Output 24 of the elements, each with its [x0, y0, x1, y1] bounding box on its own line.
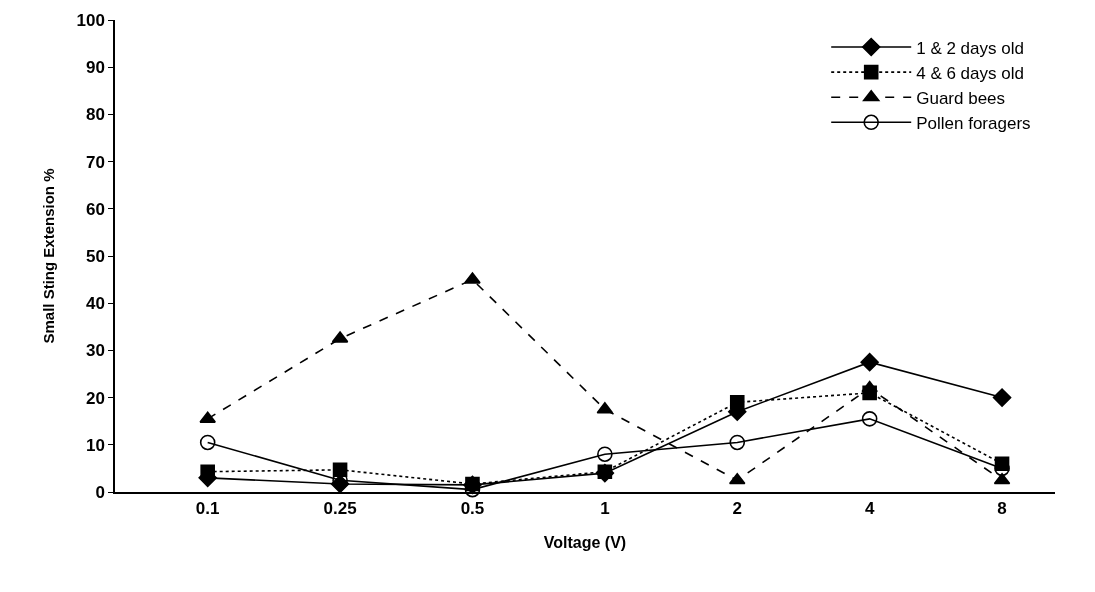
- y-tick-label: 40: [85, 294, 105, 314]
- x-tick-label: 4: [864, 499, 875, 519]
- x-tick-label: 0.1: [195, 499, 220, 519]
- x-tick-label: 8: [997, 499, 1007, 519]
- y-tick-label: 90: [85, 58, 105, 78]
- y-tick-label: 80: [85, 105, 105, 125]
- y-axis-title: Small Sting Extension %: [40, 168, 58, 344]
- legend-label: 4 & 6 days old: [916, 63, 1024, 83]
- legend-label: Pollen foragers: [916, 113, 1031, 133]
- y-tick-label: 30: [85, 341, 105, 361]
- x-tick-label: 0.5: [460, 499, 485, 519]
- x-tick-label: 0.25: [323, 499, 357, 519]
- y-tick-label: 70: [85, 152, 105, 172]
- x-tick-label: 1: [600, 499, 610, 519]
- y-tick-label: 20: [85, 388, 105, 408]
- y-tick-label: 10: [85, 435, 105, 455]
- y-tick-label: 100: [76, 10, 105, 30]
- x-tick-label: 2: [732, 499, 742, 519]
- legend-label: 1 & 2 days old: [916, 38, 1024, 58]
- y-tick-label: 60: [85, 199, 105, 219]
- legend-label: Guard bees: [916, 88, 1006, 108]
- y-tick-label: 0: [95, 482, 105, 502]
- y-tick-label: 50: [85, 246, 105, 266]
- x-axis-title: Voltage (V): [543, 534, 627, 552]
